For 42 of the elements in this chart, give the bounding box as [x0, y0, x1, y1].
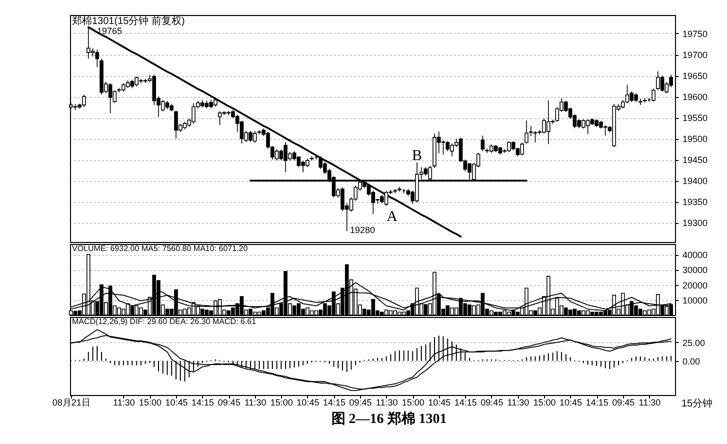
y-tick-label: 19600: [682, 92, 708, 102]
x-tick-label: 14:15: [192, 398, 214, 408]
x-tick-label: 08月21日: [52, 398, 90, 408]
y-tick-label: 30000: [682, 265, 708, 276]
y-tick-label: 19550: [682, 113, 708, 124]
x-tick-label: 10:45: [296, 398, 320, 408]
x-tick-label: 14:15: [586, 398, 608, 408]
x-tick-label: 10:45: [560, 398, 582, 408]
y-tick-label: 19500: [682, 134, 708, 144]
x-tick-label: 10:45: [165, 398, 188, 408]
y-tick-label: 19350: [682, 197, 708, 208]
x-tick-label: 09:45: [349, 398, 372, 408]
y-tick-label: 19700: [682, 50, 708, 60]
x-tick-label: 15:00: [270, 398, 293, 408]
y-tick-label: 25.00: [682, 338, 706, 348]
x-tick-label: 11:30: [244, 398, 266, 408]
y-tick-label: 10000: [682, 295, 708, 306]
chart-title: MACD(12,26,9) DIF: 29.60 DEA: 26.30 MACD: 6.61: [72, 317, 257, 326]
x-tick-label: 15:00: [533, 398, 556, 408]
x-tick-label: 09:45: [218, 398, 240, 408]
x-tick-label: 09:45: [612, 398, 635, 408]
x-tick-label: 09:45: [480, 398, 504, 408]
y-tick-label: 19300: [682, 218, 708, 228]
x-tick-label: 10:45: [428, 398, 451, 408]
y-tick-label: 19400: [682, 176, 708, 186]
y-tick-label: 19750: [682, 28, 708, 39]
x-tick-label: 14:15: [454, 398, 477, 408]
x-tick-label: 11:30: [507, 398, 530, 408]
chart-title: VOLUME: 6932.00 MA5: 7560.80 MA10: 6071.20: [72, 244, 248, 253]
y-tick-label: 40000: [682, 250, 708, 260]
y-tick-label: 20000: [682, 280, 708, 290]
x-tick-label: 15:00: [138, 398, 162, 408]
y-tick-label: 19650: [682, 71, 708, 82]
y-tick-label: 0.00: [682, 356, 700, 366]
x-axis-title: 15分钟: [682, 398, 713, 410]
y-tick-label: 19450: [682, 155, 708, 166]
caption: 图 2—16 郑棉 1301: [331, 411, 447, 427]
x-tick-label: 11:30: [376, 398, 398, 408]
x-tick-label: 14:15: [322, 398, 346, 408]
x-tick-label: 11:30: [638, 398, 661, 408]
x-tick-label: 11:30: [113, 398, 135, 408]
x-tick-label: 15:00: [402, 398, 424, 408]
